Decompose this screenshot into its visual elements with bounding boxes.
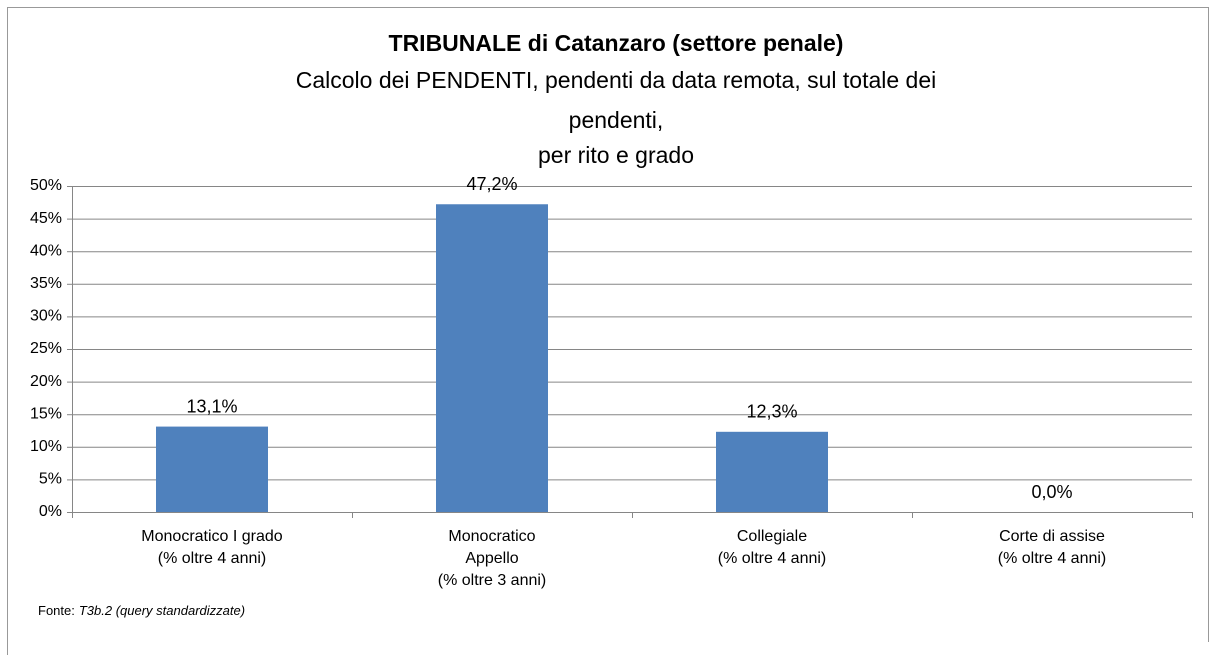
source-text: T3b.2 (query standardizzate) <box>79 603 245 618</box>
chart-title: TRIBUNALE di Catanzaro (settore penale) <box>389 30 844 56</box>
y-tick-label: 20% <box>30 373 62 390</box>
chart-frame <box>7 7 1209 655</box>
source-label: Fonte: <box>38 603 75 618</box>
y-tick-label: 0% <box>39 503 62 520</box>
x-tick-label: Monocratico I grado <box>141 528 283 545</box>
x-tick-label: (% oltre 4 anni) <box>718 550 827 567</box>
y-tick-label: 10% <box>30 438 62 455</box>
y-tick-label: 50% <box>30 177 62 194</box>
x-tick-label: Collegiale <box>737 528 807 545</box>
bar <box>716 431 828 512</box>
y-tick-label: 25% <box>30 340 62 357</box>
x-tick-label: Appello <box>465 550 518 567</box>
bar <box>436 204 548 513</box>
x-tick-label: (% oltre 4 anni) <box>998 550 1107 567</box>
y-tick-label: 30% <box>30 308 62 325</box>
chart-subtitle: pendenti, <box>569 107 664 133</box>
y-tick-label: 35% <box>30 275 62 292</box>
source: Fonte: T3b.2 (query standardizzate) <box>38 603 245 618</box>
y-tick-label: 15% <box>30 405 62 422</box>
data-label: 0,0% <box>1031 482 1072 502</box>
chart-subtitle: per rito e grado <box>538 142 694 168</box>
x-tick-label: Monocratico <box>448 528 535 545</box>
chart-subtitle: Calcolo dei PENDENTI, pendenti da data r… <box>296 67 937 93</box>
y-tick-label: 5% <box>39 471 62 488</box>
y-tick-label: 45% <box>30 210 62 227</box>
x-tick-label: (% oltre 4 anni) <box>158 550 267 567</box>
bar <box>156 426 268 512</box>
x-tick-label: Corte di assise <box>999 528 1105 545</box>
data-label: 13,1% <box>186 396 237 416</box>
y-tick-label: 40% <box>30 242 62 259</box>
x-tick-label: (% oltre 3 anni) <box>438 572 547 589</box>
data-label: 47,2% <box>466 174 517 194</box>
data-label: 12,3% <box>746 402 797 422</box>
